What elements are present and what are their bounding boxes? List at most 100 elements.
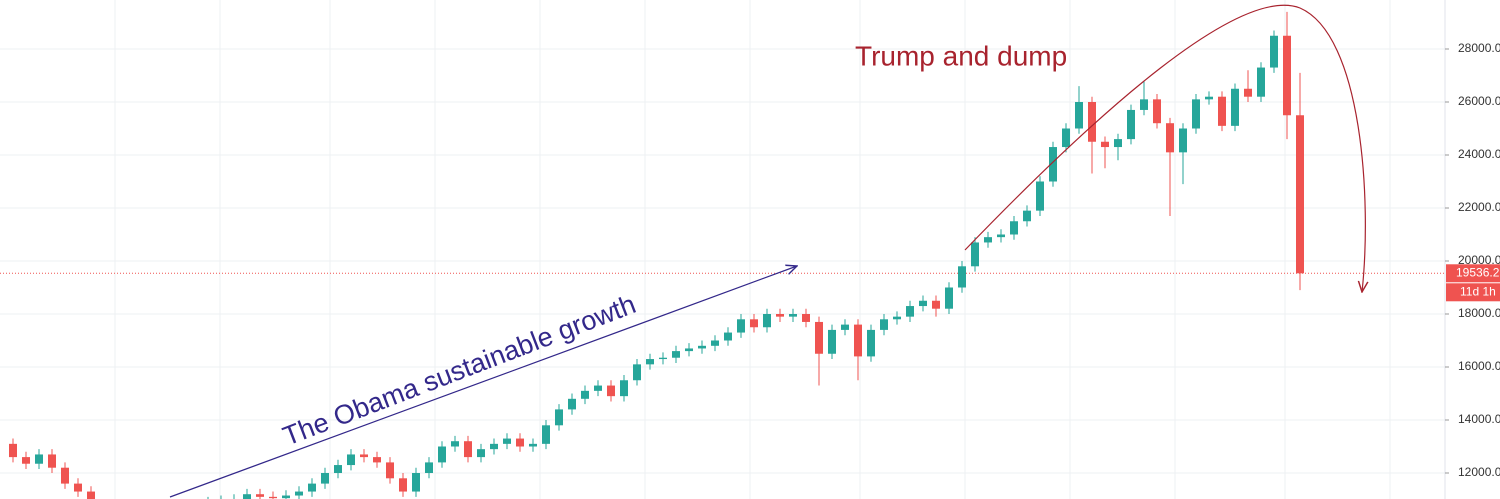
candle-body [828, 329, 836, 354]
y-tick-label: 28000.0 [1458, 41, 1500, 55]
candle-body [1062, 128, 1070, 148]
candle-body [503, 438, 511, 444]
candle-body [880, 319, 888, 330]
candles [9, 11, 1304, 499]
price-axis: 12000.0 14000.0 16000.0 18000.0 20000.0 22000… [1445, 41, 1500, 479]
candle-body [1036, 181, 1044, 211]
candle-body [360, 454, 368, 458]
candle-body [1166, 123, 1174, 153]
horizontal-grid [0, 48, 1445, 474]
candle-body [1231, 88, 1239, 126]
candle-body [737, 319, 745, 333]
annotation: Trump and dump [855, 40, 1067, 71]
y-tick-label: 12000.0 [1458, 465, 1500, 479]
candle-body [22, 457, 30, 464]
candle-body [1153, 99, 1161, 124]
y-tick-label: 20000.0 [1458, 253, 1500, 267]
candle-body [646, 359, 654, 365]
candle-body [802, 314, 810, 322]
y-tick-label: 18000.0 [1458, 306, 1500, 320]
candle-body [386, 462, 394, 479]
candle-body [425, 462, 433, 474]
candle-body [776, 314, 784, 317]
candle-body [1140, 99, 1148, 110]
candle-body [945, 287, 953, 309]
candle-body [659, 357, 667, 360]
candle-body [1218, 96, 1226, 126]
candle-body [256, 494, 264, 497]
candle-body [477, 449, 485, 458]
candle-body [1010, 221, 1018, 235]
candle-body [464, 441, 472, 458]
dump-arrow [964, 4, 1365, 292]
countdown-label: 11d 1h [1460, 284, 1496, 298]
candle-body [87, 491, 95, 499]
candle-body [243, 494, 251, 499]
candle-body [1049, 147, 1057, 182]
candle-body [997, 234, 1005, 238]
candle-body [347, 454, 355, 466]
candle-body [672, 351, 680, 358]
candle-body [581, 390, 589, 399]
candle-body [685, 348, 693, 352]
candle-body [789, 314, 797, 317]
candle-body [542, 425, 550, 444]
candle-body [1257, 67, 1265, 97]
candle-body [61, 467, 69, 484]
candle-body [893, 316, 901, 320]
candle-body [607, 385, 615, 397]
candle-body [1114, 139, 1122, 148]
candle-body [711, 340, 719, 346]
candle-body [1101, 141, 1109, 148]
candle-body [724, 332, 732, 341]
candle-body [1283, 35, 1291, 116]
countdown-box [1446, 283, 1500, 302]
candle-body [295, 491, 303, 496]
candle-body [568, 398, 576, 410]
candle-body [841, 324, 849, 330]
candle-body [282, 495, 290, 499]
candle-body [854, 324, 862, 357]
candle-body [490, 443, 498, 450]
candle-body [815, 321, 823, 354]
candle-body [1192, 99, 1200, 129]
candle-body [620, 380, 628, 397]
candle-body [1296, 115, 1304, 274]
candle-body [984, 237, 992, 243]
candle-body [867, 329, 875, 357]
candle-body [1179, 128, 1187, 153]
candle-body [9, 443, 17, 458]
candle-body [269, 496, 277, 499]
annotation: The Obama sustainable growth [279, 289, 640, 451]
candle-body [763, 314, 771, 328]
candle-body [48, 454, 56, 468]
candle-body [906, 306, 914, 317]
candle-body [555, 409, 563, 426]
candle-body [1127, 109, 1135, 140]
candle-body [1270, 35, 1278, 68]
candle-body [1023, 210, 1031, 222]
candle-body [919, 300, 927, 307]
y-tick-label: 14000.0 [1458, 412, 1500, 426]
candle-body [308, 483, 316, 492]
last-price-box [1446, 264, 1500, 283]
candle-body [412, 473, 420, 492]
candle-body [1205, 96, 1213, 100]
candle-body [516, 438, 524, 447]
candle-body [1088, 101, 1096, 142]
candle-body [438, 446, 446, 463]
candle-body [1075, 101, 1083, 129]
candle-body [451, 441, 459, 447]
candle-body [971, 242, 979, 267]
candle-body [399, 478, 407, 492]
y-tick-label: 26000.0 [1458, 94, 1500, 108]
growth-arrow [169, 266, 797, 498]
candle-body [334, 465, 342, 474]
candle-body [633, 364, 641, 381]
y-tick-label: 24000.0 [1458, 147, 1500, 161]
candle-body [750, 319, 758, 328]
last-price-label: 19536.2 [1456, 265, 1500, 279]
candle-body [529, 443, 537, 447]
candle-body [74, 483, 82, 492]
